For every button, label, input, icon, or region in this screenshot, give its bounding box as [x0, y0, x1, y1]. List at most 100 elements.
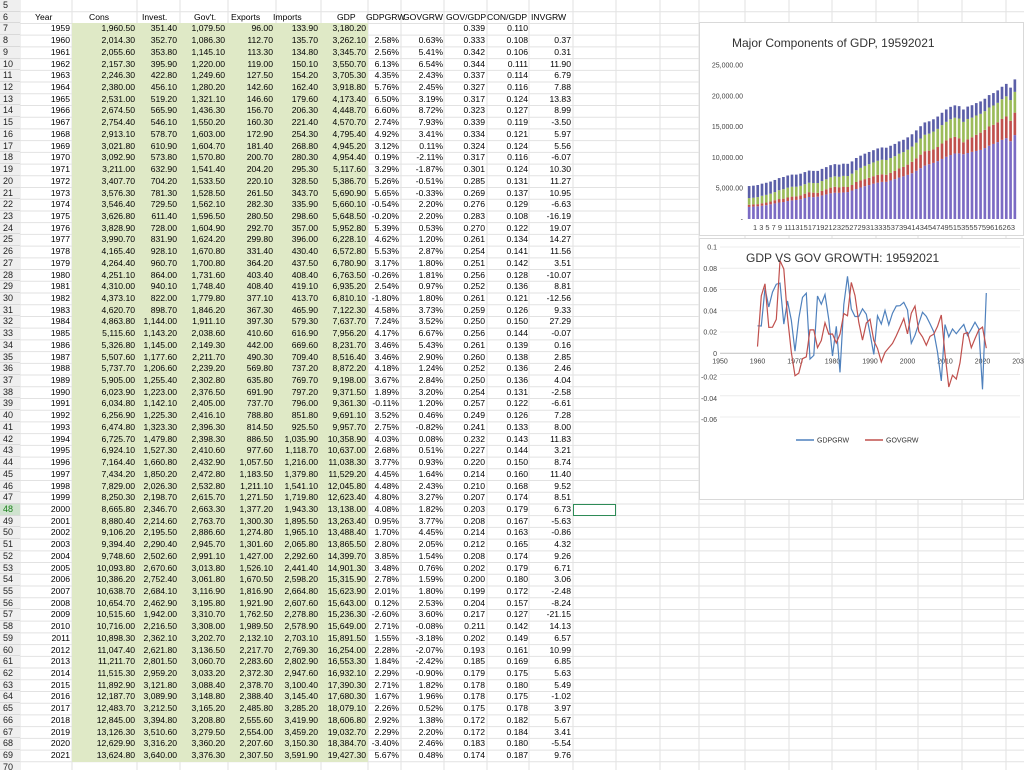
table-cell[interactable]: 133.90 [291, 23, 318, 34]
table-cell[interactable]: 3,060.70 [191, 656, 225, 667]
table-cell[interactable]: 1,436.30 [191, 105, 225, 116]
table-cell[interactable]: 2,380.00 [101, 82, 135, 93]
table-cell[interactable]: 2017 [50, 703, 70, 714]
table-cell[interactable]: 898.70 [150, 304, 177, 315]
table-cell[interactable]: -3.50 [551, 117, 571, 128]
table-cell[interactable]: 546.10 [150, 117, 177, 128]
table-cell[interactable]: 5,952.80 [332, 222, 366, 233]
table-cell[interactable]: 1965 [50, 93, 70, 104]
table-cell[interactable]: 3.12% [374, 140, 399, 151]
table-cell[interactable]: 15,643.00 [327, 597, 366, 608]
table-cell[interactable]: 1976 [50, 222, 70, 233]
table-cell[interactable]: 2014 [50, 668, 70, 679]
table-cell[interactable]: 7,434.20 [101, 468, 135, 479]
table-cell[interactable]: 0.19% [374, 152, 399, 163]
table-cell[interactable]: 6,474.80 [101, 421, 135, 432]
table-cell[interactable]: 0.261 [463, 234, 485, 245]
table-cell[interactable]: 0.204 [463, 597, 485, 608]
table-cell[interactable]: 5.97 [554, 128, 571, 139]
table-cell[interactable]: 2,531.00 [101, 93, 135, 104]
table-cell[interactable]: 135.70 [291, 35, 318, 46]
table-cell[interactable]: 0.51% [418, 445, 443, 456]
table-cell[interactable]: 3.06 [554, 574, 571, 585]
table-cell[interactable]: 15,236.30 [327, 609, 366, 620]
table-cell[interactable]: 0.141 [506, 246, 528, 257]
table-cell[interactable]: 669.60 [291, 339, 318, 350]
table-cell[interactable]: 0.182 [506, 714, 528, 725]
row-number[interactable]: 35 [0, 351, 20, 364]
table-cell[interactable]: 796.00 [291, 398, 318, 409]
table-cell[interactable]: 4.32 [554, 539, 571, 550]
table-cell[interactable]: 9.33 [554, 304, 571, 315]
table-cell[interactable]: 5,117.60 [333, 164, 366, 175]
table-cell[interactable]: 0.52% [418, 703, 443, 714]
table-cell[interactable]: 3,828.90 [101, 222, 135, 233]
table-cell[interactable]: 8,872.20 [332, 363, 366, 374]
table-cell[interactable]: 3,021.80 [101, 140, 135, 151]
table-cell[interactable]: 2,132.10 [239, 632, 273, 643]
table-cell[interactable]: 2,991.10 [191, 550, 225, 561]
table-cell[interactable]: 1967 [50, 117, 70, 128]
table-cell[interactable]: 413.70 [291, 293, 318, 303]
table-cell[interactable]: 0.97% [418, 281, 443, 292]
table-cell[interactable]: 1,526.10 [239, 562, 273, 573]
table-cell[interactable]: 2.75% [374, 421, 399, 432]
table-cell[interactable]: 4,373.10 [101, 293, 135, 303]
table-cell[interactable]: 2,026.30 [143, 480, 177, 491]
table-cell[interactable]: 1,274.80 [239, 527, 273, 538]
row-number[interactable]: 47 [0, 492, 20, 504]
table-cell[interactable]: 3,262.10 [332, 35, 366, 46]
table-cell[interactable]: 3.21 [554, 445, 571, 456]
table-cell[interactable]: 0.11% [419, 140, 443, 151]
table-cell[interactable]: 1,143.20 [143, 328, 177, 339]
table-cell[interactable]: 254.30 [291, 128, 318, 139]
table-cell[interactable]: 5.65% [374, 187, 399, 198]
table-cell[interactable]: 2020 [50, 738, 70, 749]
table-cell[interactable]: 5.56 [554, 140, 571, 151]
table-cell[interactable]: 9,748.60 [101, 550, 135, 561]
table-cell[interactable]: 0.160 [506, 468, 528, 479]
table-cell[interactable]: 10,716.00 [96, 621, 135, 632]
table-cell[interactable]: 0.183 [463, 738, 485, 749]
table-cell[interactable]: 4.92% [374, 128, 399, 139]
table-cell[interactable]: 490.30 [246, 351, 273, 362]
table-cell[interactable]: 4,570.70 [332, 117, 366, 128]
table-cell[interactable]: 9.76 [554, 750, 571, 761]
table-cell[interactable]: 3,459.20 [284, 726, 318, 737]
table-cell[interactable]: 4,448.70 [332, 105, 366, 116]
table-cell[interactable]: 1,965.10 [284, 527, 318, 538]
table-cell[interactable]: 1980 [50, 269, 70, 280]
row-number[interactable]: 27 [0, 257, 20, 270]
table-cell[interactable]: 2,376.50 [191, 386, 225, 397]
table-cell[interactable]: 1,660.80 [143, 457, 177, 468]
table-cell[interactable]: 377.10 [246, 293, 273, 303]
table-cell[interactable]: -10.07 [546, 269, 571, 280]
table-cell[interactable]: 1981 [50, 281, 70, 292]
table-cell[interactable]: 134.80 [291, 46, 318, 57]
table-cell[interactable]: 0.63% [418, 35, 443, 46]
table-cell[interactable]: 442.00 [246, 339, 273, 350]
table-cell[interactable]: 0.256 [463, 269, 485, 280]
table-cell[interactable]: 181.40 [246, 140, 273, 151]
table-cell[interactable]: 351.40 [150, 23, 177, 34]
table-cell[interactable]: 13,263.40 [327, 515, 366, 526]
table-cell[interactable]: 2,149.30 [191, 339, 225, 350]
table-cell[interactable]: 9,957.70 [332, 421, 366, 432]
table-cell[interactable]: 0.157 [506, 597, 528, 608]
table-cell[interactable]: 0.179 [506, 503, 528, 514]
table-cell[interactable]: 0.175 [463, 703, 485, 714]
table-cell[interactable]: -0.86 [551, 527, 571, 538]
table-cell[interactable]: 2,410.60 [191, 445, 225, 456]
table-cell[interactable]: 0.119 [507, 117, 528, 128]
row-number[interactable]: 49 [0, 515, 20, 528]
table-cell[interactable]: 831.90 [150, 234, 177, 245]
table-cell[interactable]: 11.83 [550, 433, 571, 444]
table-cell[interactable]: 15,315.90 [327, 574, 366, 585]
table-cell[interactable]: 0.208 [463, 550, 485, 561]
table-cell[interactable]: -2.60% [371, 609, 399, 620]
table-cell[interactable]: 2018 [50, 714, 70, 725]
table-cell[interactable]: 1,183.50 [239, 468, 273, 479]
table-cell[interactable]: 160.30 [246, 117, 273, 128]
table-cell[interactable]: 6,810.10 [332, 293, 366, 303]
table-cell[interactable]: 2,346.70 [143, 503, 177, 514]
